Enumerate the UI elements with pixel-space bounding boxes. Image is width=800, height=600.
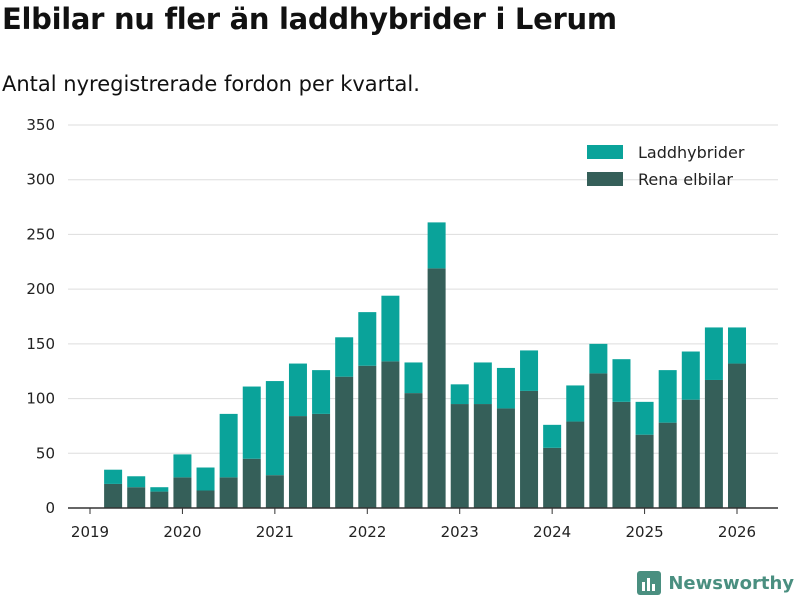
bar-laddhybrider [520, 350, 539, 391]
legend-label-laddhybrider: Laddhybrider [638, 143, 745, 162]
bar-laddhybrider [704, 327, 723, 380]
x-tick-label: 2025 [625, 523, 663, 541]
bar-laddhybrider [589, 343, 608, 374]
bar-laddhybrider [658, 370, 677, 423]
bar-rena-elbilar [635, 434, 654, 508]
bar-rena-elbilar [196, 490, 215, 508]
bar-rena-elbilar [404, 393, 423, 508]
brand-name: Newsworthy [668, 572, 794, 594]
y-tick-label: 150 [26, 335, 55, 353]
bar-rena-elbilar [728, 363, 747, 508]
bar-laddhybrider [219, 413, 238, 478]
bar-rena-elbilar [127, 487, 146, 508]
y-tick-label: 300 [26, 171, 55, 189]
bar-rena-elbilar [358, 365, 377, 508]
bar-rena-elbilar [658, 422, 677, 508]
bar-laddhybrider [150, 487, 169, 492]
bar-rena-elbilar [265, 475, 284, 508]
y-tick-label: 200 [26, 280, 55, 298]
bar-rena-elbilar [381, 361, 400, 508]
y-tick-label: 100 [26, 390, 55, 408]
axes: 0 50 100 150 200 250 300 350 2019 2020 2021 2022 202… [26, 116, 778, 541]
bar-rena-elbilar [219, 477, 238, 508]
bar-laddhybrider [496, 367, 515, 409]
bar-laddhybrider [543, 424, 562, 448]
bar-laddhybrider [404, 362, 423, 394]
y-tick-label: 50 [36, 444, 55, 462]
bar-rena-elbilar [104, 483, 123, 508]
bar-laddhybrider [127, 476, 146, 488]
x-tick-label: 2026 [718, 523, 756, 541]
bars [104, 222, 747, 508]
bar-rena-elbilar [173, 477, 192, 508]
brand-logo: Newsworthy [636, 570, 794, 596]
bar-rena-elbilar [288, 416, 307, 508]
bar-rena-elbilar [312, 413, 331, 508]
bar-laddhybrider [681, 351, 700, 400]
bar-laddhybrider [104, 469, 123, 484]
bar-laddhybrider [288, 363, 307, 417]
bar-rena-elbilar [589, 373, 608, 508]
x-tick-label: 2022 [348, 523, 386, 541]
x-tick-label: 2020 [163, 523, 201, 541]
bar-rena-elbilar [543, 447, 562, 508]
bar-rena-elbilar [704, 379, 723, 508]
bar-laddhybrider [566, 385, 585, 422]
bar-laddhybrider [358, 312, 377, 366]
bar-rena-elbilar [335, 376, 354, 508]
y-tick-label: 350 [26, 116, 55, 134]
bar-laddhybrider [612, 359, 631, 402]
legend-label-elbilar: Rena elbilar [638, 170, 733, 189]
chart-title: Elbilar nu fler än laddhybrider i Lerum [2, 2, 617, 36]
bar-laddhybrider [242, 386, 261, 459]
newsworthy-logo-icon [637, 571, 662, 595]
bar-laddhybrider [427, 222, 446, 269]
bar-laddhybrider [450, 384, 469, 405]
bar-rena-elbilar [520, 390, 539, 508]
legend: Laddhybrider Rena elbilar [587, 143, 745, 189]
y-tick-label: 250 [26, 225, 55, 243]
bar-rena-elbilar [473, 404, 492, 508]
grid-lines [68, 124, 778, 454]
bar-rena-elbilar [566, 421, 585, 508]
bar-laddhybrider [473, 362, 492, 405]
bar-laddhybrider [196, 467, 215, 491]
bar-laddhybrider [173, 454, 192, 478]
bar-laddhybrider [728, 327, 747, 364]
bar-laddhybrider [335, 337, 354, 377]
bar-rena-elbilar [242, 458, 261, 508]
bar-laddhybrider [312, 370, 331, 414]
legend-swatch-laddhybrider [587, 145, 623, 159]
x-tick-label: 2021 [256, 523, 294, 541]
x-tick-label: 2023 [441, 523, 479, 541]
bar-rena-elbilar [681, 399, 700, 508]
chart-subtitle: Antal nyregistrerade fordon per kvartal. [2, 72, 420, 96]
x-tick-label: 2024 [533, 523, 571, 541]
legend-swatch-elbilar [587, 172, 623, 186]
bar-rena-elbilar [427, 268, 446, 508]
x-tick-label: 2019 [71, 523, 109, 541]
bar-laddhybrider [635, 401, 654, 435]
bar-rena-elbilar [496, 408, 515, 508]
bar-rena-elbilar [612, 401, 631, 508]
y-tick-label: 0 [45, 499, 55, 517]
bar-laddhybrider [381, 295, 400, 362]
bar-rena-elbilar [150, 491, 169, 508]
bar-laddhybrider [265, 381, 284, 476]
bar-rena-elbilar [450, 404, 469, 508]
